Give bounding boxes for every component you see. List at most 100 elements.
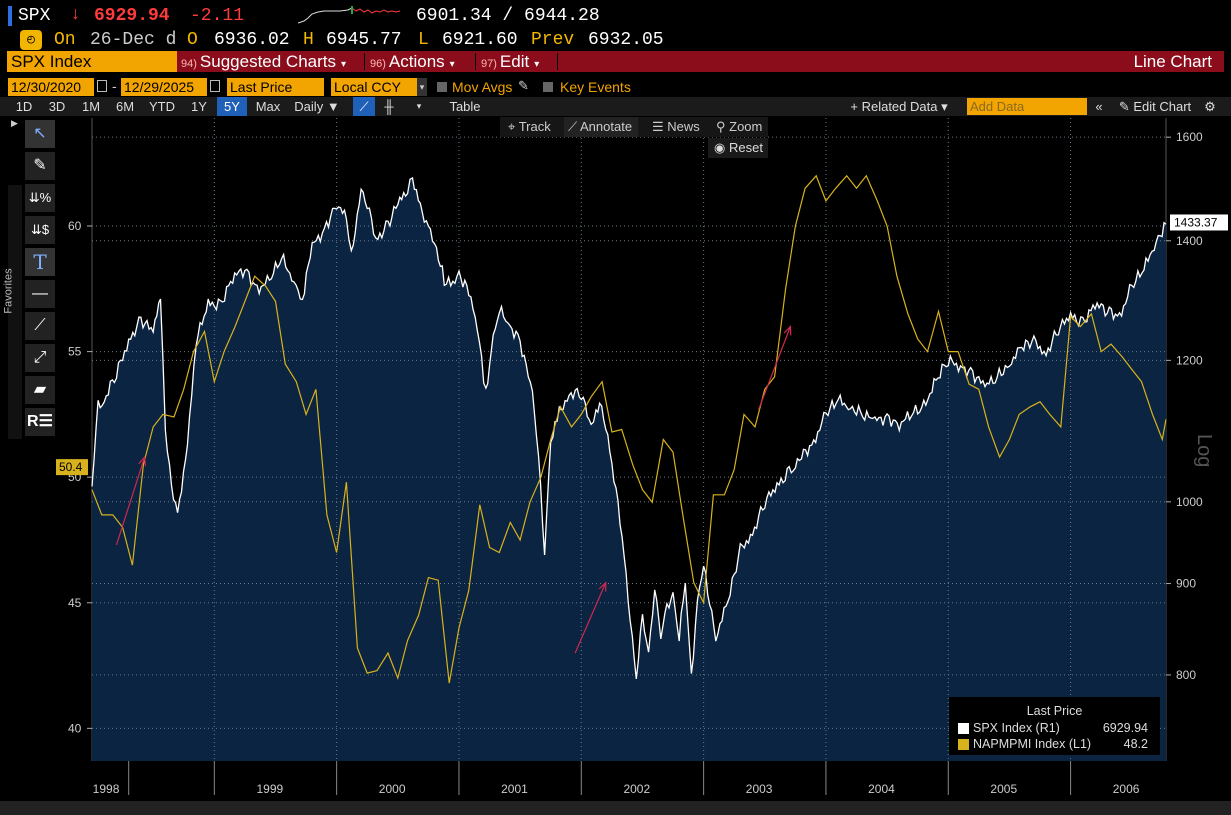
collapse-icon[interactable]: «	[1095, 99, 1103, 114]
channel-icon[interactable]: ▰	[25, 376, 55, 404]
reset-button[interactable]: ◉ Reset	[708, 138, 768, 158]
right-tick-label: 1000	[1176, 495, 1203, 509]
edit-label: Edit	[499, 52, 530, 71]
annotation-arrow[interactable]	[758, 326, 792, 410]
regression-icon[interactable]: R☰	[25, 408, 55, 436]
range-button-ytd[interactable]: YTD	[149, 99, 175, 114]
range-button-6m[interactable]: 6M	[115, 99, 135, 114]
x-tick-label: 2003	[746, 782, 773, 796]
params-bar: 12/30/2020 - 12/29/2025 Last Price Local…	[0, 78, 1231, 96]
gear-icon[interactable]: ⚙	[1204, 99, 1216, 114]
spx-line	[91, 176, 1167, 679]
table-button[interactable]: Table	[449, 99, 481, 114]
add-data-input[interactable]: Add Data	[967, 98, 1087, 115]
zoom-tool[interactable]: ⚲ Zoom	[716, 119, 763, 134]
right-tick-label: 1600	[1176, 130, 1203, 144]
track-tool[interactable]: ⌖ Track	[508, 119, 551, 134]
edit-chart-button[interactable]: ✎ Edit Chart	[1118, 99, 1192, 114]
range-button-5y[interactable]: 5Y	[217, 97, 247, 116]
chart-type-title: Line Chart	[1133, 52, 1212, 71]
high-label: H	[303, 30, 314, 50]
frequency-label: Daily	[294, 99, 324, 114]
bar-chart-icon[interactable]: ╫	[384, 99, 394, 114]
suggested-charts-menu[interactable]: 94) Suggested Charts ▾	[181, 51, 346, 72]
drawing-tools: ↖ ✎ ⇊% ⇊$ T — ⟋ ⤢ ▰ R☰	[8, 118, 56, 440]
frequency-select[interactable]: Daily ▼	[294, 99, 340, 114]
annotate-label: Annotate	[580, 119, 633, 134]
right-last-value-tag	[1170, 214, 1228, 231]
price-change-icon[interactable]: ⇊$	[25, 216, 55, 244]
related-data-label: + Related Data	[850, 99, 938, 114]
reset-icon: ◉	[714, 140, 726, 155]
x-tick-label: 2004	[868, 782, 895, 796]
expand-icon[interactable]: ▶	[11, 118, 18, 128]
x-tick-label: 2001	[501, 782, 528, 796]
calendar-icon[interactable]	[97, 80, 107, 92]
edit-number: 97)	[481, 58, 497, 70]
left-tick-label: 45	[68, 596, 82, 610]
clock-icon[interactable]: ◴	[20, 30, 42, 50]
annotate-tool[interactable]: ⟋ Annotate	[564, 117, 639, 137]
annotation-arrow[interactable]	[115, 456, 146, 546]
field-select[interactable]: Last Price	[227, 78, 324, 96]
news-label: News	[667, 119, 700, 134]
range-toolbar: 1D 3D 1M 6M YTD 1Y 5Y Max Daily ▼ ⟋ ╫ ▾ …	[0, 97, 1231, 116]
x-tick-label: 2000	[379, 782, 406, 796]
related-data-menu[interactable]: + Related Data ▾	[850, 99, 948, 114]
legend-title: Last Price	[1026, 704, 1083, 718]
quote-date: 26-Dec d	[90, 30, 177, 50]
mov-avgs-checkbox[interactable]	[437, 82, 447, 92]
prev-label: Prev	[531, 30, 575, 50]
x-tick-label: 2002	[623, 782, 650, 796]
caret-down-icon[interactable]: ▾	[416, 101, 422, 111]
security-color-tick	[8, 6, 12, 26]
key-events-label[interactable]: Key Events	[560, 79, 631, 95]
edit-menu[interactable]: 97) Edit ▾	[481, 51, 539, 72]
range-button-1y[interactable]: 1Y	[191, 99, 207, 114]
news-tool[interactable]: ☰ News	[652, 119, 700, 134]
range-button-3d[interactable]: 3D	[48, 99, 66, 114]
actions-menu[interactable]: 96) Actions ▾	[370, 51, 455, 72]
menu-separator	[364, 53, 365, 70]
chart-legend: Last Price SPX Index (R1) 6929.94 NAPMPM…	[949, 697, 1160, 755]
right-tick-label: 1200	[1176, 353, 1203, 367]
annotation-arrow[interactable]	[574, 582, 607, 654]
start-date-field[interactable]: 12/30/2020	[8, 78, 94, 96]
pencil-icon[interactable]: ✎	[518, 78, 529, 93]
legend-value-spx: 6929.94	[1102, 721, 1148, 735]
actions-number: 96)	[370, 58, 386, 70]
line-chart-icon[interactable]: ⟋	[353, 97, 375, 116]
percent-change-icon[interactable]: ⇊%	[25, 184, 55, 212]
legend-swatch-pmi	[958, 739, 969, 750]
mov-avgs-label[interactable]: Mov Avgs	[452, 79, 513, 95]
select-arrow-icon[interactable]: ↖	[25, 120, 55, 148]
range-button-1m[interactable]: 1M	[81, 99, 101, 114]
legend-label-pmi: NAPMPMI Index (L1)	[973, 737, 1092, 751]
end-date-field[interactable]: 12/29/2025	[121, 78, 207, 96]
quote-symbol[interactable]: SPX	[18, 6, 51, 26]
favorites-panel[interactable]: Favorites	[3, 185, 22, 439]
currency-select[interactable]: Local CCY	[331, 78, 417, 96]
ticker-field[interactable]: SPX Index	[7, 51, 177, 72]
horizontal-line-icon[interactable]: —	[25, 280, 55, 308]
spx-area	[92, 177, 1166, 761]
left-tick-label: 55	[68, 345, 82, 359]
bottom-scrollbar[interactable]	[0, 801, 1231, 815]
range-button-1d[interactable]: 1D	[15, 99, 33, 114]
range-button-max[interactable]: Max	[255, 99, 281, 114]
pen-icon[interactable]: ✎	[25, 152, 55, 180]
caret-down-icon: ▾	[341, 59, 347, 70]
menu-bar: SPX Index 94) Suggested Charts ▾ 96) Action…	[7, 51, 1224, 72]
low-label: L	[418, 30, 429, 50]
reset-label: Reset	[728, 140, 763, 155]
calendar-icon[interactable]	[210, 80, 220, 92]
key-events-checkbox[interactable]	[543, 82, 553, 92]
trend-line-icon[interactable]: ⟋	[25, 312, 55, 340]
x-tick-label: 2006	[1113, 782, 1140, 796]
caret-down-icon[interactable]: ▾	[417, 78, 427, 96]
text-icon[interactable]: T	[25, 248, 55, 276]
suggested-charts-number: 94)	[181, 58, 197, 70]
ray-line-icon[interactable]: ⤢	[25, 344, 55, 372]
legend-value-pmi: 48.2	[1123, 737, 1148, 751]
